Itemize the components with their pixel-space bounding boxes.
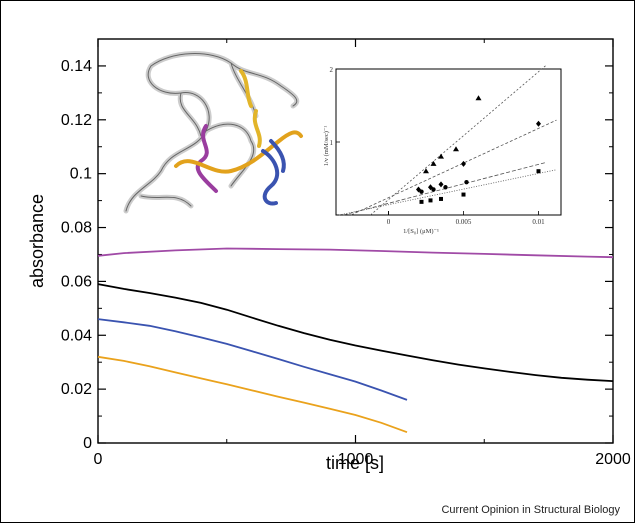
- y-axis-title: absorbance: [27, 194, 47, 288]
- inset-point-triangle: [430, 160, 437, 166]
- inset-y-title: 1/v (mM/sec)⁻¹: [323, 126, 330, 167]
- inset-x-tick-label: 0.005: [456, 218, 472, 226]
- y-tick-label: 0.14: [61, 58, 92, 75]
- inset-point-circle: [443, 185, 448, 190]
- inset-fit-line-square: [338, 169, 557, 216]
- inset-point-square: [536, 169, 541, 174]
- protein-ribbon-illustration: [123, 51, 303, 214]
- inset-point-triangle: [423, 168, 429, 174]
- inset-x-tick-label: 0: [387, 218, 391, 226]
- y-axis: 0 0.02 0.04 0.06 0.08 0.1 0.12 0.14: [61, 58, 613, 452]
- x-tick-label: 2000: [595, 451, 631, 468]
- inset-point-square: [461, 192, 466, 197]
- x-tick-label: 1000: [338, 451, 374, 468]
- inset-plot-area: [335, 68, 562, 216]
- y-tick-label: 0.02: [61, 381, 92, 398]
- inset-point-circle: [431, 187, 436, 192]
- credit-line: Current Opinion in Structural Biology: [441, 504, 620, 516]
- x-tick-label: 0: [94, 451, 103, 468]
- y-tick-label: 0: [83, 435, 92, 452]
- inset-chart: 0 0.005 0.01 1 2 1/[S₀] (μM)⁻¹ 1/v (mM/sec)⁻…: [323, 65, 562, 235]
- inset-y-tick-label: 1: [330, 139, 334, 147]
- series-group: [97, 247, 614, 434]
- inset-point-square: [419, 199, 424, 204]
- inset-point-diamond: [438, 181, 444, 188]
- inset-point-circle: [419, 189, 424, 194]
- x-axis: 0 1000 2000: [94, 39, 631, 468]
- series-line-2: [97, 283, 614, 382]
- inset-point-triangle: [453, 146, 459, 152]
- y-tick-label: 0.08: [61, 220, 92, 237]
- inset-fit-line-diamond: [350, 119, 557, 216]
- inset-point-triangle: [438, 153, 444, 159]
- y-tick-label: 0.1: [70, 166, 92, 183]
- inset-x-title: 1/[S₀] (μM)⁻¹: [403, 228, 439, 235]
- x-axis-title: time [s]: [326, 453, 384, 473]
- y-tick-label: 0.12: [61, 112, 92, 129]
- series-line-1: [97, 247, 614, 259]
- inset-axes: 0 0.005 0.01 1 2: [330, 66, 546, 226]
- inset-point-diamond: [461, 160, 466, 167]
- inset-fit-line-triangle: [370, 65, 547, 216]
- y-tick-label: 0.04: [61, 327, 92, 344]
- series-line-3: [97, 318, 408, 401]
- y-tick-label: 0.06: [61, 273, 92, 290]
- inset-x-tick-label: 0.01: [532, 218, 545, 226]
- inset-point-diamond: [536, 120, 541, 127]
- inset-y-tick-label: 2: [330, 66, 334, 74]
- series-line-4: [97, 355, 408, 434]
- inset-point-triangle: [475, 95, 482, 101]
- inset-point-square: [428, 198, 433, 203]
- inset-point-square: [439, 196, 443, 201]
- inset-point-circle: [464, 179, 469, 185]
- inset-series-group: [338, 65, 557, 216]
